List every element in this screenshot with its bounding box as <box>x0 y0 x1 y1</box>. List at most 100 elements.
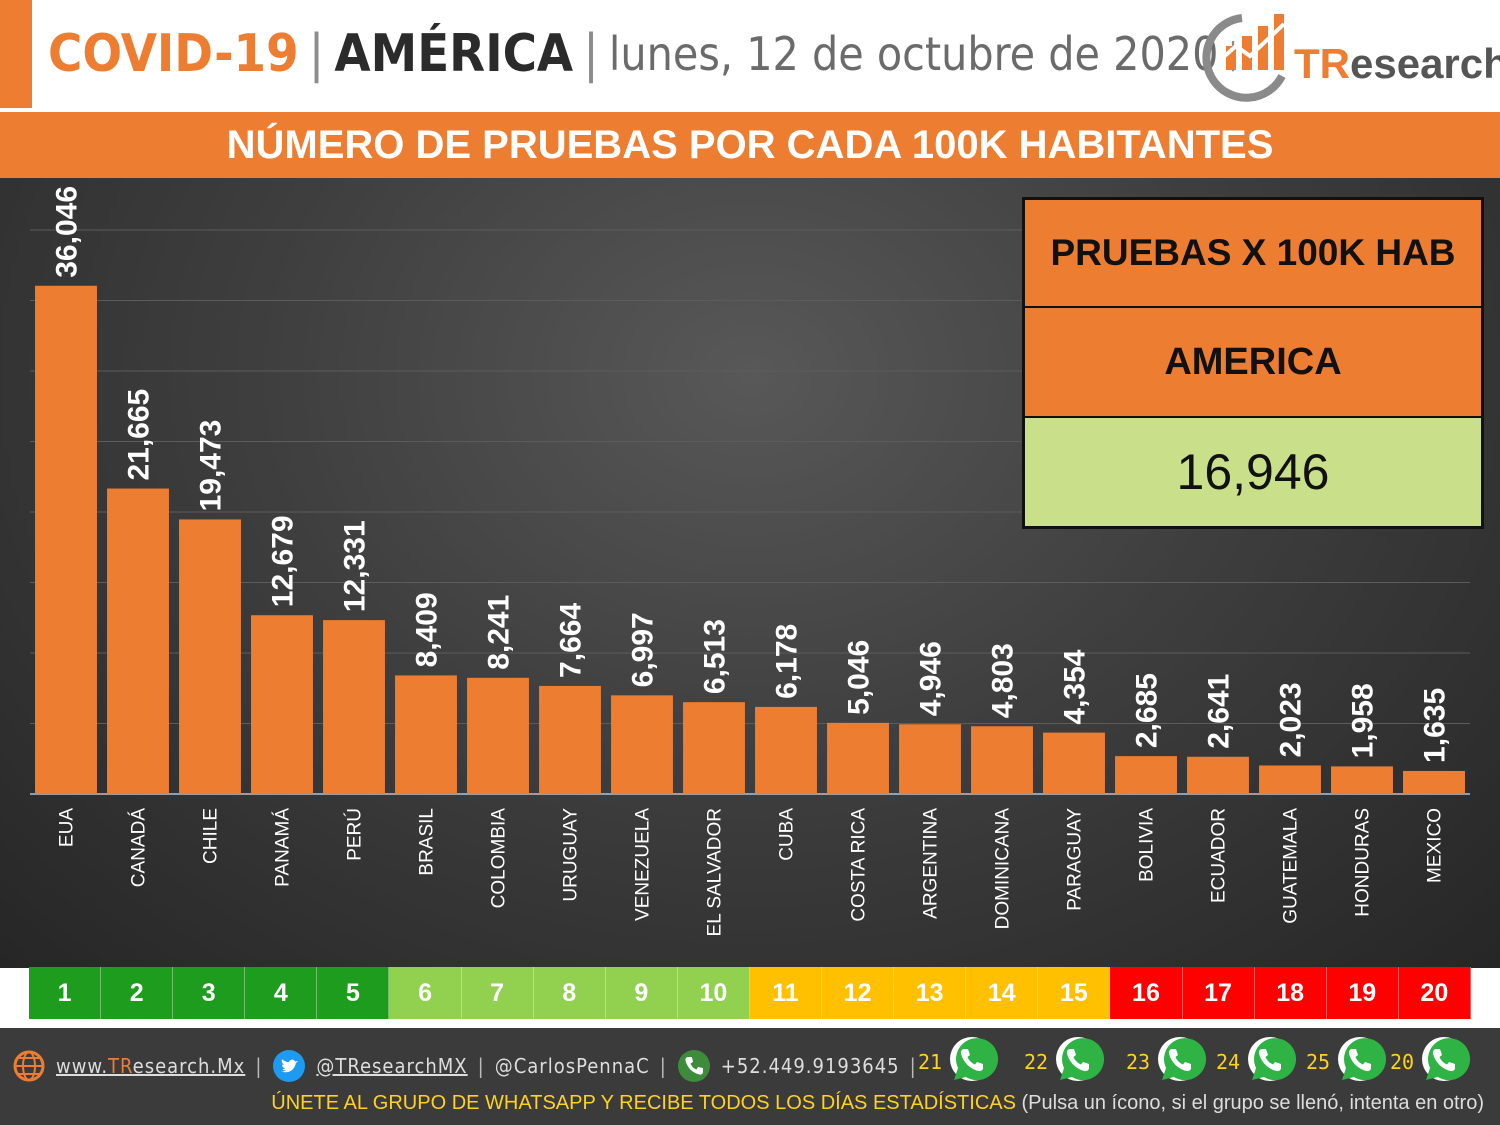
whatsapp-icon[interactable] <box>1334 1034 1387 1091</box>
category-label: URUGUAY <box>561 808 582 902</box>
bar <box>1043 732 1105 794</box>
page-title: COVID-19 | AMÉRICA | lunes, 12 de octubr… <box>48 14 1248 94</box>
bar-value-label: 12,331 <box>339 520 372 612</box>
header: COVID-19 | AMÉRICA | lunes, 12 de octubr… <box>0 0 1500 108</box>
bar-value-label: 4,354 <box>1059 649 1092 724</box>
category-label: PARAGUAY <box>1065 808 1086 911</box>
category-label: BRASIL <box>417 808 438 876</box>
title-separator: | <box>583 24 599 84</box>
bar <box>323 620 385 794</box>
whatsapp-group-link[interactable]: 21 <box>918 1034 999 1091</box>
bar <box>107 488 169 794</box>
bar <box>611 695 673 794</box>
whatsapp-icon[interactable] <box>946 1034 999 1091</box>
category-label: CHILE <box>201 808 222 864</box>
bar-value-label: 19,473 <box>195 420 228 512</box>
category-label: COSTA RICA <box>849 808 870 922</box>
globe-icon <box>13 1050 45 1082</box>
category-label: CUBA <box>777 808 798 861</box>
chart-area: 36,046 EUA 21,665 CANADÁ 19,473 CHILE 12,679 PA… <box>0 178 1500 968</box>
rank-cell: 20 <box>1398 967 1471 1019</box>
bar <box>899 724 961 794</box>
cta-sub-text: (Pulsa un ícono, si el grupo se llenó, i… <box>1021 1092 1485 1114</box>
bar <box>395 675 457 794</box>
whatsapp-group-link[interactable]: 22 <box>1024 1034 1105 1091</box>
rank-cell: 2 <box>101 967 174 1019</box>
rank-cell: 6 <box>389 967 462 1019</box>
bar-value-label: 1,958 <box>1347 683 1380 758</box>
tresearch-logo: TResearch <box>1196 6 1500 102</box>
bar-value-label: 6,997 <box>627 612 660 687</box>
title-date: lunes, 12 de octubre de 2020 <box>608 27 1219 81</box>
twitter-link[interactable]: @TResearchMX <box>316 1054 468 1078</box>
rank-cell: 11 <box>749 967 823 1019</box>
whatsapp-icon[interactable] <box>1154 1034 1207 1091</box>
footer-separator: | <box>477 1054 485 1078</box>
whatsapp-group-link[interactable]: 25 <box>1306 1034 1387 1091</box>
summary-box: PRUEBAS X 100K HAB AMERICA 16,946 <box>1022 197 1484 529</box>
rank-cell: 3 <box>173 967 246 1019</box>
footer-separator: | <box>659 1054 667 1078</box>
title-topic: COVID-19 <box>48 24 299 84</box>
bar-value-label: 2,023 <box>1275 682 1308 757</box>
header-accent <box>0 0 32 108</box>
category-label: PERÚ <box>344 808 366 861</box>
summary-label: PRUEBAS X 100K HAB <box>1025 200 1481 308</box>
footer-separator: | <box>255 1054 263 1078</box>
category-label: HONDURAS <box>1353 808 1374 917</box>
whatsapp-icon[interactable] <box>1052 1034 1105 1091</box>
category-label: ARGENTINA <box>921 808 942 919</box>
category-label: PANAMÁ <box>273 808 294 887</box>
whatsapp-icon[interactable] <box>1418 1034 1471 1091</box>
website-link[interactable]: www.TResearch.Mx <box>56 1054 246 1078</box>
category-label: EL SALVADOR <box>705 808 726 936</box>
phone-number: +52.449.9193645 <box>720 1054 900 1078</box>
twitter-icon[interactable] <box>272 1049 306 1083</box>
whatsapp-group-number: 21 <box>918 1050 943 1074</box>
category-label: EUA <box>57 808 78 847</box>
category-label: CANADÁ <box>129 808 150 888</box>
bar-value-label: 21,665 <box>123 389 156 481</box>
category-label: MEXICO <box>1425 808 1446 883</box>
bar <box>1115 756 1177 794</box>
whatsapp-group-link[interactable]: 23 <box>1126 1034 1207 1091</box>
bar <box>1259 765 1321 794</box>
chart-banner-title: NÚMERO DE PRUEBAS POR CADA 100K HABITANT… <box>0 112 1500 178</box>
rank-cell: 5 <box>317 967 390 1019</box>
rank-cell: 19 <box>1326 967 1399 1019</box>
category-label: BOLIVIA <box>1137 808 1158 882</box>
whatsapp-icon[interactable] <box>1244 1034 1297 1091</box>
rank-cell: 16 <box>1110 967 1183 1019</box>
category-label: GUATEMALA <box>1281 808 1302 924</box>
title-separator: | <box>308 24 325 84</box>
whatsapp-cta: ÚNETE AL GRUPO DE WHATSAPP Y RECIBE TODO… <box>0 1092 1500 1115</box>
rank-cell: 12 <box>822 967 895 1019</box>
whatsapp-group-number: 23 <box>1126 1050 1151 1074</box>
rank-cell: 1 <box>29 967 102 1019</box>
category-label: COLOMBIA <box>489 808 510 909</box>
bar-value-label: 4,946 <box>915 641 948 716</box>
rank-cell: 14 <box>966 967 1039 1019</box>
bar-value-label: 8,241 <box>483 595 516 670</box>
cta-main-text: ÚNETE AL GRUPO DE WHATSAPP Y RECIBE TODO… <box>271 1092 1016 1114</box>
category-label: VENEZUELA <box>633 808 654 921</box>
bar <box>179 519 241 794</box>
bar <box>1331 766 1393 794</box>
bar-value-label: 4,803 <box>987 643 1020 718</box>
whatsapp-group-link[interactable]: 20 <box>1390 1034 1471 1091</box>
rank-cell: 4 <box>245 967 318 1019</box>
whatsapp-group-link[interactable]: 24 <box>1216 1034 1297 1091</box>
bar <box>35 285 97 794</box>
twitter-handle-secondary[interactable]: @CarlosPennaC <box>494 1054 650 1078</box>
bar-value-label: 8,409 <box>411 592 444 667</box>
rank-cell: 13 <box>894 967 967 1019</box>
rank-cell: 15 <box>1038 967 1111 1019</box>
rank-cell: 17 <box>1182 967 1255 1019</box>
phone-icon <box>677 1050 710 1082</box>
bar-value-label: 6,178 <box>771 624 804 699</box>
rank-cell: 7 <box>461 967 534 1019</box>
rank-cell: 9 <box>605 967 678 1019</box>
bar-value-label: 1,635 <box>1419 688 1452 763</box>
bar <box>683 702 745 794</box>
bar <box>1403 770 1465 794</box>
